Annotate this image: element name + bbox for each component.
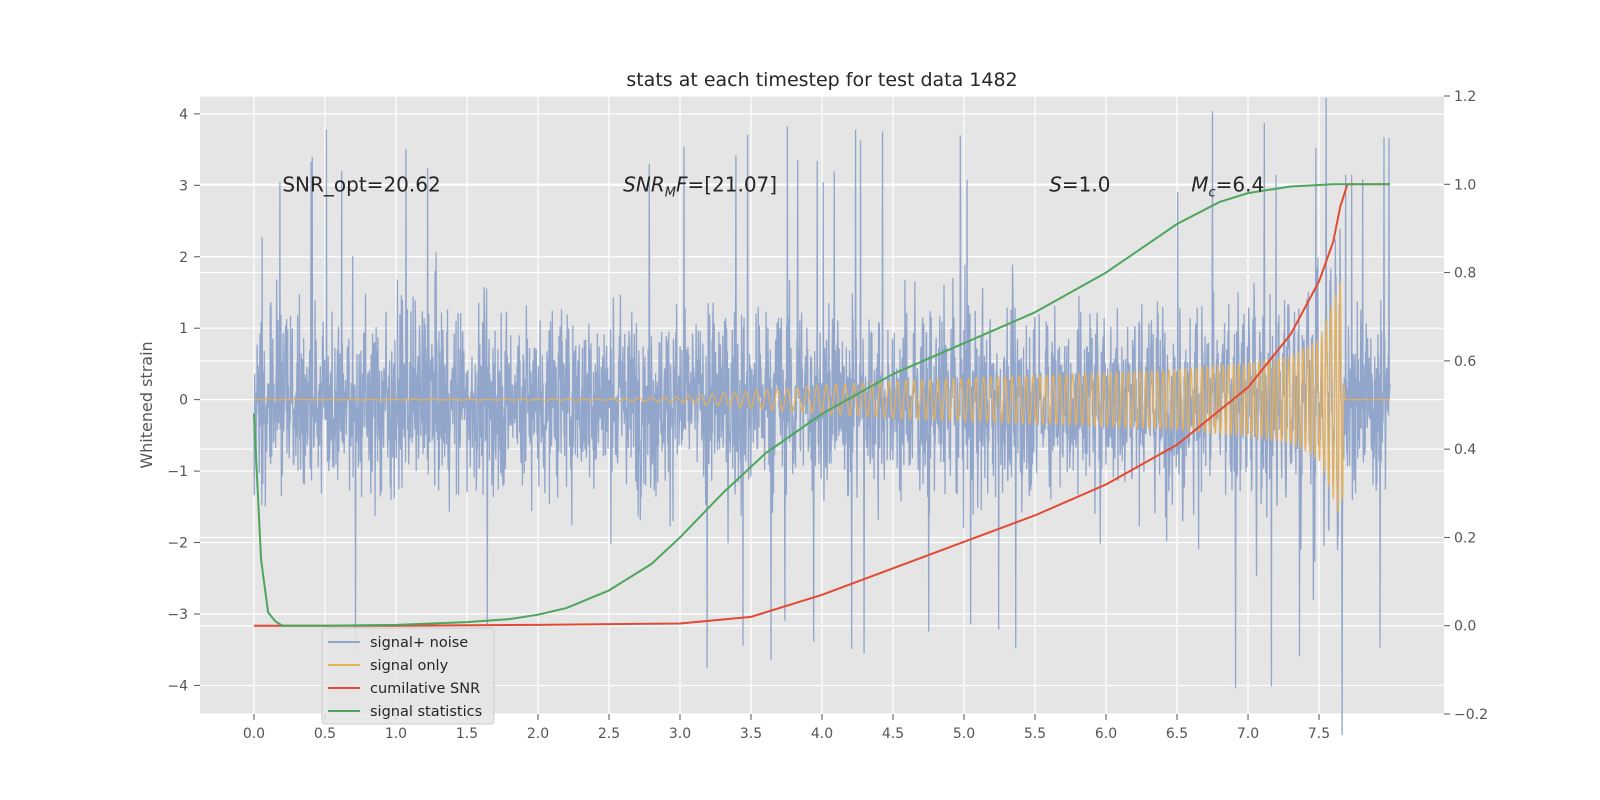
annotations: SNR_opt=20.62 SNRMF=[21.07] S=1.0 Mc=6.4 <box>282 172 1264 200</box>
y-tick-label: −2 <box>167 536 188 552</box>
series-signal-statistics <box>252 183 1391 627</box>
y-right-tick-label: 1.0 <box>1454 177 1476 193</box>
x-tick-label: 6.0 <box>1095 726 1117 742</box>
x-tick-label: 0.5 <box>314 726 336 742</box>
x-axis: 0.0 0.5 1.0 1.5 2.0 2.5 3.0 3.5 4.0 4.5 5.0 5.5 6.0 6… <box>243 714 1330 742</box>
series-cumulative-snr <box>253 183 1391 627</box>
legend-box <box>321 627 495 725</box>
legend: signal+ noise signal only cumilative SNR si… <box>321 627 495 725</box>
y-right-tick-label: 0.0 <box>1454 619 1476 635</box>
x-tick-label: 4.5 <box>882 726 904 742</box>
y-right-tick-label: 0.6 <box>1454 354 1476 370</box>
y-right-tick-label: 0.2 <box>1454 530 1476 546</box>
x-tick-label: 5.5 <box>1024 726 1046 742</box>
x-tick-label: 7.0 <box>1237 726 1259 742</box>
x-tick-label: 3.0 <box>669 726 691 742</box>
legend-label: signal+ noise <box>370 635 468 651</box>
x-tick-label: 7.5 <box>1308 726 1330 742</box>
y-tick-label: 0 <box>179 393 188 409</box>
y-axis-label: Whitened strain <box>137 341 156 468</box>
y-tick-label: −4 <box>167 678 188 694</box>
x-tick-label: 5.0 <box>953 726 975 742</box>
y-tick-label: 2 <box>179 250 188 266</box>
y-tick-label: 3 <box>179 178 188 194</box>
chart-title: stats at each timestep for test data 148… <box>626 69 1017 91</box>
annotation-snr-mf: SNRMF=[21.07] <box>623 172 777 200</box>
y-tick-label: −3 <box>167 607 188 623</box>
annotation-s: S=1.0 <box>1049 172 1110 196</box>
y-right-tick-label: 1.2 <box>1454 89 1476 105</box>
y-tick-label: −1 <box>167 464 188 480</box>
legend-label: signal only <box>370 658 449 674</box>
legend-label: cumilative SNR <box>370 681 480 697</box>
annotation-snr-opt: SNR_opt=20.62 <box>282 172 440 196</box>
annotation-mc: Mc=6.4 <box>1191 172 1264 200</box>
y-tick-label: 1 <box>179 321 188 337</box>
y-right-tick-label: 0.4 <box>1454 442 1476 458</box>
x-tick-label: 0.0 <box>243 726 265 742</box>
x-tick-label: 2.0 <box>527 726 549 742</box>
y-tick-label: 4 <box>179 107 188 123</box>
x-tick-label: 6.5 <box>1166 726 1188 742</box>
x-tick-label: 2.5 <box>598 726 620 742</box>
y-right-tick-label: −0.2 <box>1454 707 1488 723</box>
x-tick-label: 4.0 <box>811 726 833 742</box>
y-right-tick-label: 0.8 <box>1454 266 1476 282</box>
x-tick-label: 3.5 <box>740 726 762 742</box>
x-tick-label: 1.0 <box>385 726 407 742</box>
y-axis-left: −4 −3 −2 −1 0 1 2 3 4 <box>167 107 200 694</box>
x-tick-label: 1.5 <box>456 726 478 742</box>
y-axis-right: −0.2 0.0 0.2 0.4 0.6 0.8 1.0 1.2 <box>1444 89 1488 723</box>
series-layer <box>252 97 1391 736</box>
legend-label: signal statistics <box>370 704 482 720</box>
